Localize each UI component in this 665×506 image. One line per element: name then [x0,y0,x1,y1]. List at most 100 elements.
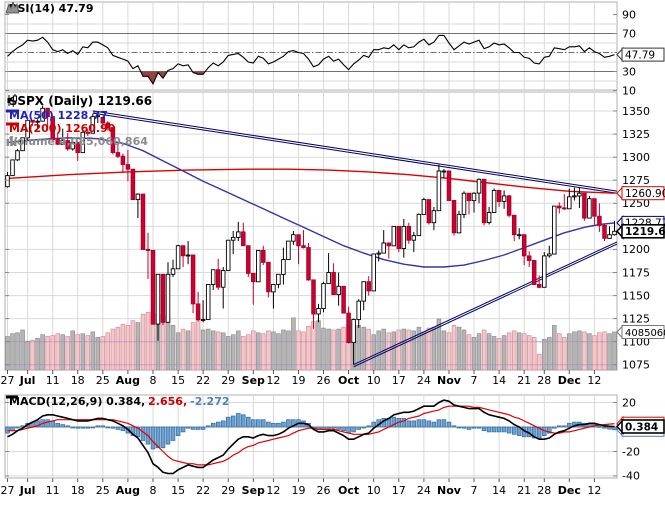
svg-text:1350: 1350 [622,105,650,118]
svg-text:Sep: Sep [242,484,265,497]
svg-text:12: 12 [587,374,601,387]
rsi-legend-label: RSI(14) 47.79 [9,2,94,15]
svg-text:11: 11 [46,374,60,387]
macd-hist-label: -2.272 [190,395,230,408]
svg-text:18: 18 [71,484,85,497]
svg-text:19: 19 [292,374,306,387]
svg-text:12: 12 [266,484,280,497]
svg-text:90: 90 [622,8,636,21]
svg-text:22: 22 [196,484,210,497]
svg-text:29: 29 [221,374,235,387]
svg-text:1325: 1325 [622,128,650,141]
svg-text:7: 7 [471,374,478,387]
svg-text:28: 28 [537,484,551,497]
svg-text:Dec: Dec [558,484,581,497]
macd-axis: 20-20-402.656-2.2720.384 [5,396,665,483]
svg-text:15: 15 [171,484,185,497]
macd-main-line [7,399,615,475]
svg-text:-40: -40 [622,470,640,483]
date-axis-middle: 27 Jul 11 18 25 Aug 8 15 22 29 Sep 12 19 26 Oct 10 17 24 N… [1,370,601,387]
svg-text:1200: 1200 [622,243,650,256]
svg-text:12: 12 [266,374,280,387]
svg-text:24: 24 [417,484,431,497]
svg-text:1150: 1150 [622,289,650,302]
svg-text:1175: 1175 [622,266,650,279]
ma50-label: MA(50) 1228.77 [9,109,108,122]
svg-text:47.79: 47.79 [625,49,655,61]
svg-text:0.384: 0.384 [625,421,658,433]
svg-text:30: 30 [622,65,636,78]
svg-text:Oct: Oct [338,374,359,387]
svg-text:27: 27 [1,374,15,387]
ma200-legend: MA(200) 1260.90 [6,122,115,135]
svg-text:8: 8 [150,484,157,497]
svg-text:Jul: Jul [19,484,36,497]
svg-text:26: 26 [317,484,331,497]
ma200-label: MA(200) 1260.90 [9,122,116,135]
rsi-axis: 90 70 30 10 47.79 [5,8,665,97]
svg-text:15: 15 [171,374,185,387]
svg-text:Sep: Sep [242,374,265,387]
svg-text:Nov: Nov [437,374,462,387]
svg-text:11: 11 [46,484,60,497]
svg-text:1219.66: 1219.66 [625,226,665,238]
svg-text:26: 26 [317,374,331,387]
svg-text:7: 7 [471,484,478,497]
trendlines [92,110,618,368]
svg-text:12: 12 [587,484,601,497]
svg-text:17: 17 [392,484,406,497]
svg-text:-20: -20 [622,445,640,458]
symbol-title: $SPX (Daily) 1219.66 [9,94,153,108]
date-axis-bottom: 27 Jul 11 18 25 Aug 8 15 22 29 Sep 12 19 26 Oct 10 17 24 N… [1,478,601,497]
price-axis: 1350132513001275125012001175115011251100… [5,105,665,372]
svg-text:Aug: Aug [116,374,140,387]
svg-text:21: 21 [517,484,531,497]
ma50-legend: MA(50) 1228.77 [6,109,108,122]
rsi-legend: RSI(14) 47.79 [6,2,93,15]
svg-text:Dec: Dec [558,374,581,387]
volume-legend: Volume 4,085,060,864 [6,135,148,148]
ma200-line [7,168,615,194]
svg-text:8: 8 [150,374,157,387]
macd-legend: MACD(12,26,9) 0.384, 2.656, -2.272 [6,395,230,408]
svg-text:17: 17 [392,374,406,387]
svg-text:4085060: 4085060 [625,328,665,339]
svg-text:27: 27 [1,484,15,497]
svg-text:1260.90: 1260.90 [625,188,665,200]
svg-text:Nov: Nov [437,484,462,497]
svg-text:1300: 1300 [622,151,650,164]
svg-text:1075: 1075 [622,359,650,372]
svg-text:10: 10 [367,484,381,497]
macd-signal-label: 2.656, [148,395,188,408]
macd-panel [4,394,618,479]
svg-text:10: 10 [622,84,636,97]
svg-text:14: 14 [492,484,506,497]
svg-text:1275: 1275 [622,174,650,187]
svg-text:20: 20 [622,396,636,409]
ma50-line [7,137,615,268]
symbol-legend: $SPX (Daily) 1219.66 [6,94,152,108]
svg-text:22: 22 [196,374,210,387]
svg-text:10: 10 [367,374,381,387]
volume-label: Volume 4,085,060,864 [9,135,148,148]
svg-text:1250: 1250 [622,197,650,210]
svg-text:24: 24 [417,374,431,387]
svg-text:Oct: Oct [338,484,359,497]
svg-text:21: 21 [517,374,531,387]
svg-text:Aug: Aug [116,484,140,497]
svg-text:25: 25 [96,374,110,387]
svg-text:70: 70 [622,27,636,40]
macd-label: MACD(12,26,9) 0.384, [9,395,146,408]
svg-text:14: 14 [492,374,506,387]
svg-text:18: 18 [71,374,85,387]
svg-text:19: 19 [292,484,306,497]
svg-text:1125: 1125 [622,312,650,325]
svg-text:28: 28 [537,374,551,387]
candles [5,105,617,365]
svg-text:29: 29 [221,484,235,497]
svg-text:25: 25 [96,484,110,497]
svg-text:Jul: Jul [19,374,36,387]
rsi-panel [4,1,618,91]
